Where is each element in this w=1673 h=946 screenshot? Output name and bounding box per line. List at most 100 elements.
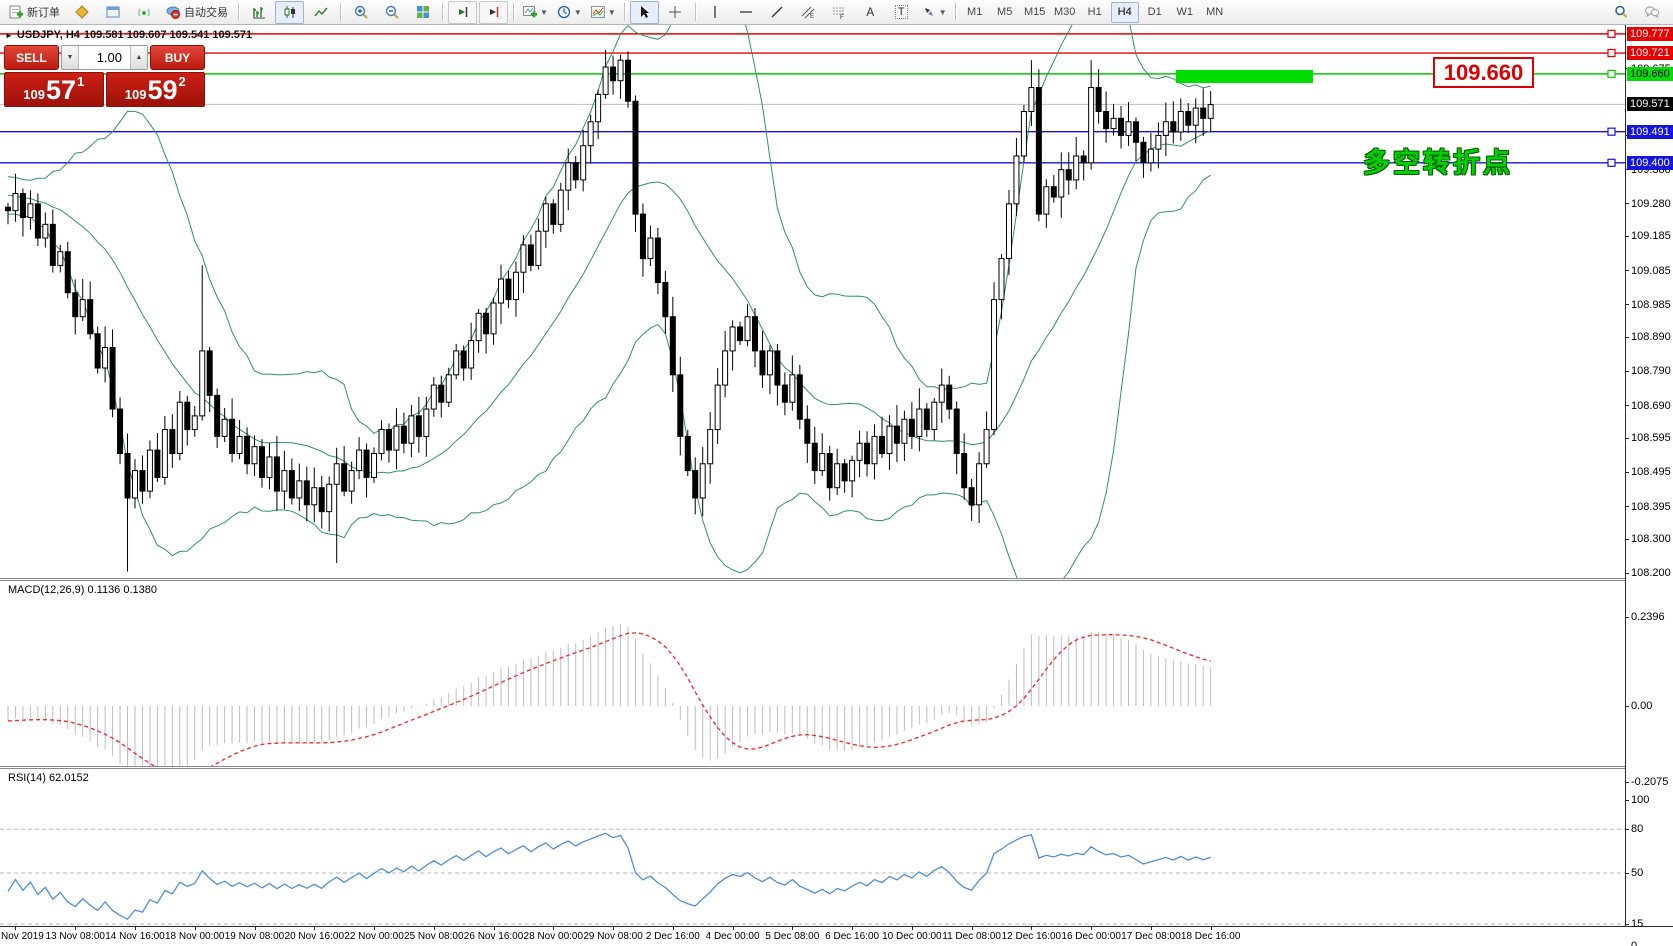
candle	[117, 397, 124, 465]
autotrading-label: 自动交易	[184, 7, 228, 19]
candle	[550, 199, 557, 234]
candlestick-mode-button[interactable]	[275, 0, 304, 24]
tile-windows-button[interactable]	[408, 1, 437, 24]
templates-button[interactable]: ▼	[587, 1, 619, 24]
arrows-icon	[921, 4, 937, 20]
candle	[834, 448, 841, 495]
pane-separator[interactable]	[0, 578, 1626, 581]
timeframe-button-mn[interactable]: MN	[1206, 6, 1224, 18]
toolbar-separator	[694, 3, 696, 21]
chinese-note-text[interactable]: 多空转折点	[1363, 148, 1513, 178]
timeframe-button-d1[interactable]: D1	[1147, 6, 1162, 18]
level-handle[interactable]	[1607, 158, 1616, 167]
buy-button[interactable]: BUY	[150, 45, 205, 70]
arrows-tool-button[interactable]: ▼	[918, 1, 950, 24]
volume-increase-button[interactable]: ▲	[130, 46, 147, 69]
signals-button[interactable]	[129, 1, 158, 24]
candle	[1058, 152, 1065, 218]
one-click-expander-icon[interactable]: ►	[5, 30, 13, 40]
time-tick-label: 16 Dec 00:00	[1061, 931, 1121, 942]
sell-price-display[interactable]: 109 57 1	[4, 72, 104, 107]
candle	[1185, 103, 1192, 133]
candle	[647, 225, 654, 267]
time-tick-label: 10 Dec 00:00	[882, 931, 942, 942]
sell-button[interactable]: SELL	[4, 45, 59, 70]
chat-button[interactable]	[1637, 1, 1666, 24]
candle	[1103, 91, 1110, 143]
volume-decrease-button[interactable]: ▼	[62, 46, 79, 69]
level-handle[interactable]	[1607, 127, 1616, 136]
level-handle[interactable]	[1607, 48, 1616, 58]
timeframe-button-m5[interactable]: M5	[997, 6, 1013, 18]
market-watch-button[interactable]	[67, 1, 96, 24]
candle	[206, 346, 213, 413]
price-callout-box[interactable]: 109.660	[1433, 57, 1534, 88]
channel-tool-button[interactable]: E	[794, 1, 823, 24]
volume-input[interactable]: 1.00	[79, 46, 130, 69]
data-window-button[interactable]	[98, 1, 127, 24]
price-tick-label: 108.985	[1631, 298, 1671, 311]
candle	[737, 321, 744, 346]
price-tick-label: 109.280	[1631, 197, 1671, 210]
market-watch-icon	[74, 4, 90, 20]
rsi-indicator-canvas[interactable]	[0, 769, 1626, 926]
time-tick-label: 6 Dec 16:00	[825, 931, 880, 942]
candle	[498, 264, 505, 325]
timeframe-button-m1[interactable]: M1	[967, 6, 983, 18]
dropdown-arrow-icon: ▼	[573, 7, 582, 17]
timeframe-button-h1[interactable]: H1	[1087, 6, 1102, 18]
text-label-tool-button[interactable]: T	[887, 1, 916, 24]
candle	[1110, 103, 1117, 136]
time-tick-mark	[15, 926, 17, 930]
candle	[893, 405, 900, 463]
search-button[interactable]	[1606, 1, 1635, 24]
line-chart-mode-button[interactable]	[306, 1, 335, 24]
crosshair-tool-button[interactable]	[661, 1, 690, 24]
trendline-tool-button[interactable]	[763, 1, 792, 24]
candle	[1005, 190, 1012, 276]
candle	[326, 476, 333, 532]
auto-scroll-button[interactable]	[448, 0, 477, 24]
candle	[468, 322, 475, 380]
text-tool-button[interactable]: A	[856, 1, 885, 24]
new-order-button[interactable]: 新订单	[3, 1, 65, 24]
sell-price-prefix: 109	[23, 87, 45, 102]
zoom-in-button[interactable]	[346, 1, 375, 24]
timeframe-button-w1[interactable]: W1	[1176, 6, 1193, 18]
macd-indicator-canvas[interactable]	[0, 581, 1626, 766]
vertical-line-icon	[707, 4, 723, 20]
chart-shift-button[interactable]	[479, 0, 508, 24]
timeframe-button-m15[interactable]: M15	[1023, 6, 1046, 18]
timeframe-button-m30[interactable]: M30	[1053, 6, 1076, 18]
autotrading-button[interactable]: 自动交易	[160, 1, 233, 24]
horizontal-line-tool-button[interactable]	[732, 1, 761, 24]
level-handle[interactable]	[1607, 29, 1616, 38]
zoom-out-button[interactable]	[377, 1, 406, 24]
candle	[1073, 137, 1080, 190]
buy-price-display[interactable]: 109 59 2	[105, 72, 205, 107]
clock-icon	[556, 4, 572, 20]
highlight-rectangle[interactable]	[1176, 70, 1313, 83]
level-handle[interactable]	[1607, 69, 1616, 78]
periods-button[interactable]: ▼	[553, 1, 585, 24]
chart-shift-icon	[486, 4, 502, 20]
price-chart-canvas[interactable]	[0, 25, 1626, 578]
rsi-line	[7, 832, 1211, 921]
pane-separator[interactable]	[0, 766, 1626, 769]
candle	[505, 270, 512, 309]
indicators-button[interactable]: ▼	[519, 1, 551, 24]
cursor-tool-button[interactable]	[629, 0, 659, 24]
time-tick-mark	[1150, 926, 1152, 930]
dropdown-arrow-icon: ▼	[540, 7, 548, 17]
timeframe-button-h4[interactable]: H4	[1110, 1, 1139, 23]
text-tool-icon: A	[866, 5, 875, 19]
candle	[632, 95, 639, 233]
time-tick-label: 29 Nov 08:00	[583, 931, 643, 942]
svg-text:E: E	[810, 14, 814, 20]
candle	[72, 279, 79, 335]
fibonacci-tool-button[interactable]: F	[825, 1, 854, 24]
candle	[580, 129, 587, 192]
candle	[871, 424, 878, 480]
bar-chart-mode-button[interactable]	[244, 1, 273, 24]
vertical-line-tool-button[interactable]	[701, 1, 730, 24]
